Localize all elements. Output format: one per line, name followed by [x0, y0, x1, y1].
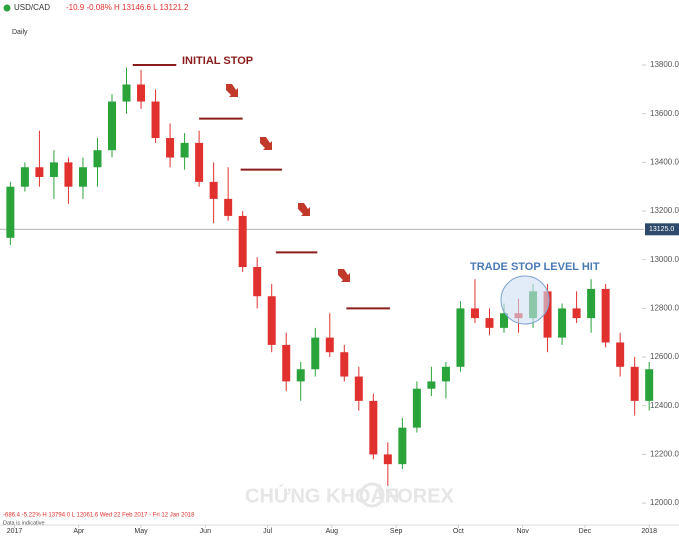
candle-body	[441, 366, 450, 382]
interval: Daily	[12, 29, 28, 36]
candle-body	[398, 427, 407, 465]
annotation: TRADE STOP LEVEL HIT	[470, 261, 600, 273]
last-price-label: 13125.0	[649, 226, 674, 233]
x-tick-label: Aug	[326, 528, 339, 535]
x-tick-label: 2018	[641, 528, 657, 535]
arrow	[260, 137, 272, 150]
x-tick-label: Oct	[453, 528, 464, 535]
y-tick-label: 13400.0	[650, 157, 679, 166]
arrows	[226, 84, 350, 282]
candle-body	[601, 288, 610, 343]
candle-body	[369, 400, 378, 455]
y-tick-label: 12000.0	[650, 498, 679, 507]
candle-body	[151, 101, 160, 139]
candle-body	[587, 288, 596, 319]
candle-body	[543, 291, 552, 338]
candle-body	[616, 342, 625, 367]
candle-body	[64, 162, 73, 187]
candle-body	[6, 186, 15, 238]
y-tick-label: 12800.0	[650, 304, 679, 313]
candle-body	[180, 142, 189, 158]
annotation: INITIAL STOP	[182, 55, 253, 67]
candle-body	[20, 167, 29, 187]
candle-body	[93, 150, 102, 168]
watermark-logo	[359, 482, 385, 508]
plot: 12000.0 12200.0 12400.0 12600.0 12800.0 13000…	[0, 60, 679, 528]
candle-body	[412, 388, 421, 428]
candle-body	[572, 308, 581, 319]
y-tick-label: 12400.0	[650, 401, 679, 410]
watermark: CHỨNG KHOÁN	[245, 483, 399, 507]
candle-body	[253, 267, 262, 297]
x-tick-label: May	[134, 528, 148, 535]
candle-body	[296, 369, 305, 382]
arrow	[226, 84, 238, 97]
candle-body	[195, 142, 204, 182]
candle-body	[238, 215, 247, 268]
watermark: FOREX	[385, 485, 455, 507]
y-tick-label: 13600.0	[650, 109, 679, 118]
candle-body	[427, 381, 436, 389]
candle-body	[209, 181, 218, 199]
status-dot	[3, 4, 11, 12]
arrow	[338, 269, 350, 282]
y-tick-label: 13800.0	[650, 60, 679, 69]
candle-body	[122, 84, 131, 102]
y-tick-label: 12200.0	[650, 450, 679, 459]
header-stats: -10.9 -0.08% H 13146.6 L 13121.2	[66, 3, 189, 12]
candle-body	[340, 352, 349, 377]
x-tick-label: Sep	[390, 528, 403, 535]
candle-body	[311, 337, 320, 370]
candle-body	[35, 167, 44, 177]
x-tick-label: Dec	[579, 528, 592, 535]
candle-body	[267, 296, 276, 345]
candle-body	[470, 308, 479, 319]
x-tick-label: Nov	[516, 528, 529, 535]
candle-body	[108, 101, 116, 151]
candle-body	[456, 308, 465, 367]
x-tick-label: Apr	[73, 528, 85, 535]
candle-body	[383, 454, 392, 465]
y-tick-label: 12600.0	[650, 352, 679, 361]
x-tick-label: Jul	[263, 528, 272, 535]
candle-body	[558, 308, 567, 338]
y-tick-label: 13000.0	[650, 255, 679, 264]
candle-body	[630, 366, 639, 401]
candle-body	[354, 376, 363, 401]
candle-body	[49, 162, 58, 177]
x-tick-label: Jun	[200, 528, 211, 535]
symbol: USD/CAD	[14, 3, 50, 12]
last-price-box	[645, 223, 679, 236]
hit-circle	[500, 275, 550, 325]
y-tick-label: 13200.0	[650, 206, 679, 215]
candle-body	[137, 84, 146, 102]
candle-body	[282, 344, 291, 382]
footer-stats: -686.4 -5.22% H 13794.0 L 12061.6 Wed 22…	[3, 513, 195, 519]
candle-body	[166, 138, 175, 158]
candle-body	[485, 318, 494, 328]
x-tick-label: 2017	[7, 528, 23, 535]
candle-body	[500, 313, 508, 328]
candle-body	[645, 369, 654, 401]
footnote: Data is indicative	[3, 520, 45, 526]
candle-body	[325, 337, 334, 353]
arrow	[298, 203, 310, 216]
candle-body	[224, 198, 233, 216]
candle-body	[78, 167, 87, 187]
